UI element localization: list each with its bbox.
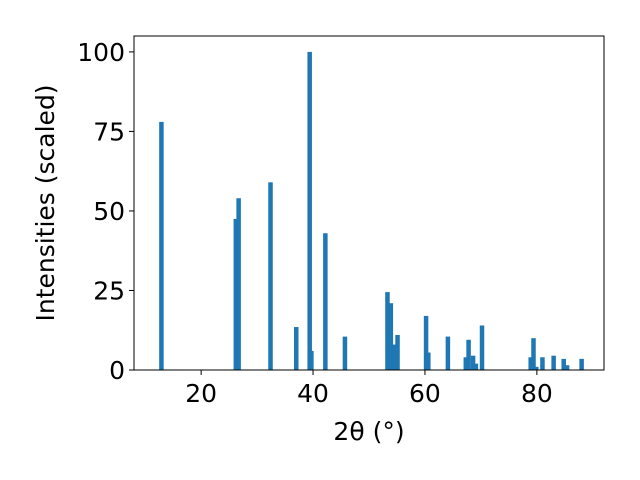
y-tick-label: 75 xyxy=(93,117,125,146)
bar xyxy=(445,336,451,370)
bar xyxy=(385,292,390,370)
y-tick-label: 25 xyxy=(93,276,125,305)
bar xyxy=(531,338,536,370)
bar xyxy=(236,198,241,370)
y-tick-label: 0 xyxy=(109,356,125,385)
bar xyxy=(540,357,545,370)
bar xyxy=(551,355,556,370)
bar xyxy=(423,315,429,370)
bar xyxy=(534,366,539,370)
bar xyxy=(473,363,479,370)
bars-group xyxy=(159,51,584,371)
plot-frame xyxy=(133,35,605,371)
bar xyxy=(426,352,431,370)
bar xyxy=(470,355,476,370)
bar xyxy=(342,336,348,370)
bar xyxy=(159,121,164,370)
x-axis-label: 2θ (°) xyxy=(333,417,404,446)
y-tick-label: 100 xyxy=(77,38,125,67)
y-axis: 0 25 50 75 100 xyxy=(77,38,134,385)
bar xyxy=(309,350,314,370)
x-tick-label: 60 xyxy=(409,379,441,408)
bar xyxy=(392,344,397,370)
bar xyxy=(479,325,485,370)
bar xyxy=(561,358,566,370)
x-tick-label: 20 xyxy=(185,379,217,408)
x-tick-label: 40 xyxy=(297,379,329,408)
x-tick-label: 80 xyxy=(521,379,553,408)
bar xyxy=(233,218,239,370)
x-axis: 20 40 60 80 xyxy=(185,370,553,408)
bar xyxy=(564,365,570,370)
bar xyxy=(323,233,328,370)
bar xyxy=(268,182,273,370)
y-tick-label: 50 xyxy=(93,197,125,226)
bar xyxy=(294,327,299,370)
y-axis-label: Intensities (scaled) xyxy=(31,84,60,321)
bar xyxy=(307,51,312,371)
bar xyxy=(579,358,584,370)
bar xyxy=(388,303,394,370)
bar xyxy=(463,357,469,370)
bar xyxy=(528,357,533,370)
bar xyxy=(466,339,471,370)
bar xyxy=(395,335,400,370)
